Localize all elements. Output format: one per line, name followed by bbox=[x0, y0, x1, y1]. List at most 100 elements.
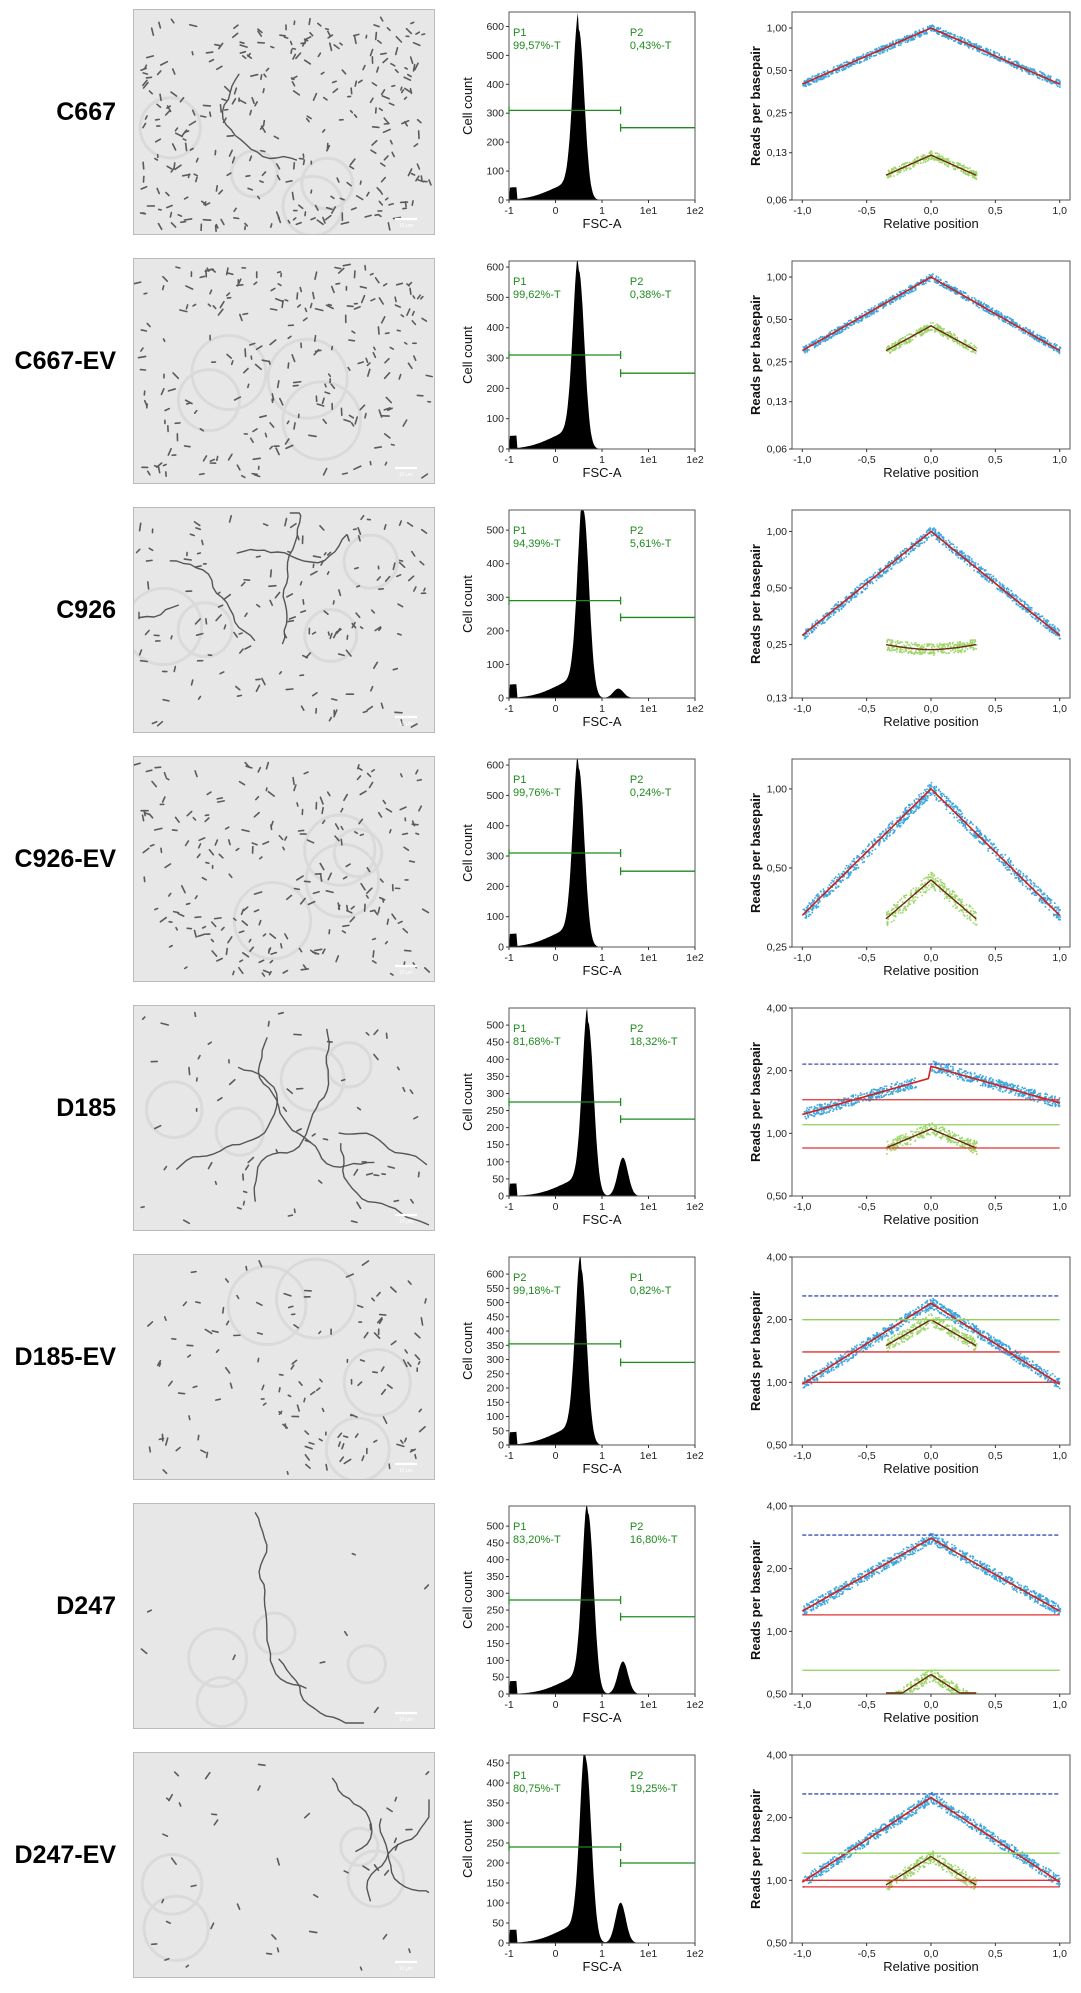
micrograph-artifact bbox=[252, 1611, 297, 1656]
micrograph: 10 µm bbox=[133, 1005, 435, 1231]
bacterium bbox=[212, 305, 217, 310]
bacterium bbox=[346, 534, 350, 542]
bacterium bbox=[244, 645, 252, 650]
bacterium bbox=[246, 54, 253, 60]
x-tick-label: 0 bbox=[553, 703, 559, 715]
bacterium bbox=[373, 1439, 378, 1443]
bacterium bbox=[334, 266, 342, 270]
plasmid-fit-line bbox=[885, 1855, 977, 1886]
x-tick-label: 0,0 bbox=[924, 1699, 939, 1711]
bacterium bbox=[425, 374, 434, 378]
y-tick-label: 4,00 bbox=[767, 1750, 788, 1762]
micrograph-border bbox=[133, 1254, 435, 1480]
micrograph-artifact bbox=[303, 813, 377, 887]
bacterium bbox=[145, 769, 153, 773]
bacterium bbox=[161, 796, 166, 803]
bacterium bbox=[226, 292, 231, 297]
bacterium bbox=[361, 1455, 365, 1462]
y-axis-label: Reads per basepair bbox=[748, 544, 763, 664]
bacterium bbox=[234, 685, 241, 691]
bacterium bbox=[308, 1930, 318, 1934]
y-tick-label: 600 bbox=[486, 21, 504, 33]
bacterium bbox=[303, 36, 312, 41]
bacterium bbox=[414, 1453, 417, 1460]
gate-label: P1 bbox=[513, 1770, 526, 1782]
bacterium bbox=[366, 191, 370, 197]
bacterium bbox=[333, 44, 340, 50]
y-axis-label: Reads per basepair bbox=[748, 46, 763, 166]
bacterium bbox=[416, 294, 421, 300]
bacterium bbox=[370, 298, 376, 302]
bacterium bbox=[227, 453, 233, 461]
bacterium bbox=[224, 1278, 229, 1283]
bacterium bbox=[342, 924, 350, 928]
bacterium bbox=[141, 1016, 146, 1020]
bacterium bbox=[295, 52, 302, 60]
bacterium bbox=[154, 138, 162, 143]
y-tick-label: 200 bbox=[486, 137, 504, 149]
filamentous-cell bbox=[138, 604, 180, 620]
bacterium bbox=[187, 1354, 192, 1358]
gate-label: P1 bbox=[513, 525, 526, 537]
y-tick-label: 50 bbox=[492, 1173, 504, 1185]
y-tick-label: 0,50 bbox=[767, 1191, 788, 1203]
y-tick-label: 400 bbox=[486, 1054, 504, 1066]
bacterium bbox=[143, 809, 146, 817]
bacterium bbox=[425, 1771, 430, 1776]
bacterium bbox=[390, 62, 396, 67]
strain-label: C926-EV bbox=[14, 845, 116, 873]
bacterium bbox=[419, 560, 425, 566]
bacterium bbox=[373, 1174, 380, 1177]
bacterium bbox=[202, 455, 208, 462]
bacterium bbox=[265, 1952, 273, 1955]
bacterium bbox=[373, 661, 379, 669]
bacterium bbox=[414, 1354, 421, 1361]
bacterium bbox=[163, 771, 167, 778]
bacterium bbox=[400, 86, 403, 91]
bacterium bbox=[239, 44, 248, 48]
micrograph-artifact bbox=[176, 601, 234, 659]
bacterium bbox=[348, 339, 356, 342]
bacterium bbox=[403, 846, 410, 851]
bacterium bbox=[310, 189, 313, 194]
bacterium bbox=[257, 1357, 260, 1363]
bacterium bbox=[383, 523, 387, 531]
x-tick-label: 0,0 bbox=[924, 1948, 939, 1960]
bacterium bbox=[299, 897, 306, 905]
bacterium bbox=[201, 925, 207, 929]
bacterium bbox=[216, 65, 223, 71]
bacterium bbox=[165, 1920, 172, 1924]
bacterium bbox=[312, 1893, 319, 1898]
bacterium bbox=[396, 1443, 405, 1448]
bacterium bbox=[357, 79, 363, 84]
bacterium bbox=[366, 772, 372, 778]
x-tick-label: -0,5 bbox=[858, 454, 876, 466]
bacterium bbox=[395, 35, 403, 43]
bacterium bbox=[327, 631, 330, 636]
bacterium bbox=[226, 353, 232, 359]
bacterium bbox=[159, 916, 168, 923]
bacterium bbox=[233, 217, 240, 220]
bacterium bbox=[204, 1771, 211, 1780]
bacterium bbox=[305, 1463, 311, 1469]
bacterium bbox=[255, 1301, 263, 1307]
bacterium bbox=[335, 628, 342, 634]
bacterium bbox=[216, 1097, 223, 1102]
micrograph: 10 µm bbox=[133, 507, 435, 733]
bacterium bbox=[310, 217, 316, 221]
bacterium bbox=[177, 912, 185, 917]
bacterium bbox=[227, 936, 233, 944]
bacterium bbox=[362, 1865, 370, 1871]
y-tick-label: 0,13 bbox=[767, 396, 788, 408]
bacterium bbox=[228, 873, 233, 879]
bacterium bbox=[218, 853, 224, 859]
bacterium bbox=[310, 1390, 316, 1396]
bacterium bbox=[410, 21, 415, 25]
bacterium bbox=[352, 33, 360, 37]
gate-label: P2 bbox=[630, 1521, 643, 1533]
chromosome-coverage-points bbox=[802, 1297, 1061, 1390]
bacterium bbox=[255, 795, 260, 801]
bacterium bbox=[183, 966, 188, 970]
micrograph-artifact bbox=[342, 533, 399, 590]
